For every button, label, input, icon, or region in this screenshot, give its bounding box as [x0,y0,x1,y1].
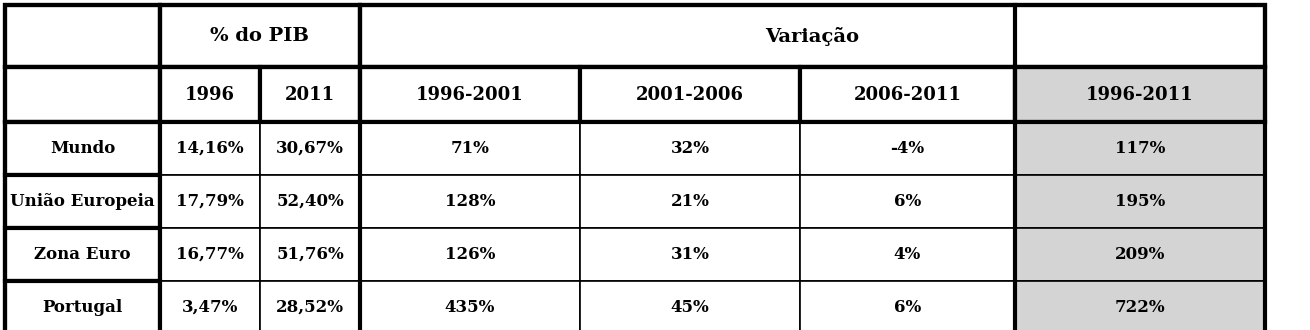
Text: 17,79%: 17,79% [176,193,244,210]
Bar [160,122,259,175]
Text: 1996-2011: 1996-2011 [1086,85,1193,104]
Text: 3,47%: 3,47% [182,299,238,316]
Text: -4%: -4% [891,140,925,157]
Text: 722%: 722% [1115,299,1166,316]
Text: 195%: 195% [1115,193,1165,210]
Text: Portugal: Portugal [42,299,123,316]
Text: 31%: 31% [671,246,710,263]
Bar [1015,228,1265,281]
Bar [259,281,360,330]
Text: 4%: 4% [893,246,921,263]
Text: % do PIB: % do PIB [211,27,309,45]
Text: 14,16%: 14,16% [176,140,244,157]
Bar [5,281,160,330]
Text: 51,76%: 51,76% [276,246,343,263]
Bar [360,281,580,330]
Bar [800,175,1015,228]
Bar [1015,175,1265,228]
Text: 32%: 32% [671,140,710,157]
Bar [5,5,160,67]
Bar [580,67,800,122]
Text: 126%: 126% [445,246,495,263]
Bar [160,228,259,281]
Bar [800,281,1015,330]
Bar [259,67,360,122]
Bar [5,175,160,228]
Bar [360,67,580,122]
Bar [160,67,259,122]
Bar [800,67,1015,122]
Text: Variação: Variação [765,26,859,46]
Text: 117%: 117% [1115,140,1165,157]
Text: 435%: 435% [445,299,495,316]
Bar [360,5,1265,67]
Text: 1996: 1996 [185,85,234,104]
Text: 6%: 6% [893,299,921,316]
Bar [160,281,259,330]
Bar [800,122,1015,175]
Text: 71%: 71% [451,140,490,157]
Text: 209%: 209% [1115,246,1165,263]
Bar [1015,281,1265,330]
Bar [580,228,800,281]
Bar [160,175,259,228]
Bar [160,5,360,67]
Bar [1015,122,1265,175]
Text: Mundo: Mundo [50,140,115,157]
Bar [1015,67,1265,122]
Bar [360,175,580,228]
Bar [5,122,160,175]
Text: Zona Euro: Zona Euro [34,246,131,263]
Bar [580,175,800,228]
Bar [360,228,580,281]
Bar [800,228,1015,281]
Text: 52,40%: 52,40% [276,193,343,210]
Text: 128%: 128% [445,193,495,210]
Text: 2011: 2011 [286,85,335,104]
Bar [5,67,160,122]
Bar [259,228,360,281]
Text: 30,67%: 30,67% [276,140,345,157]
Bar [259,122,360,175]
Text: 6%: 6% [893,193,921,210]
Bar [259,175,360,228]
Text: 2001-2006: 2001-2006 [635,85,744,104]
Text: 2006-2011: 2006-2011 [854,85,962,104]
Text: União Europeia: União Europeia [10,193,155,210]
Bar [580,281,800,330]
Bar [580,122,800,175]
Text: 28,52%: 28,52% [276,299,345,316]
Text: 16,77%: 16,77% [176,246,244,263]
Bar [360,122,580,175]
Bar [5,228,160,281]
Text: 45%: 45% [671,299,710,316]
Text: 1996-2001: 1996-2001 [417,85,524,104]
Text: 21%: 21% [671,193,710,210]
